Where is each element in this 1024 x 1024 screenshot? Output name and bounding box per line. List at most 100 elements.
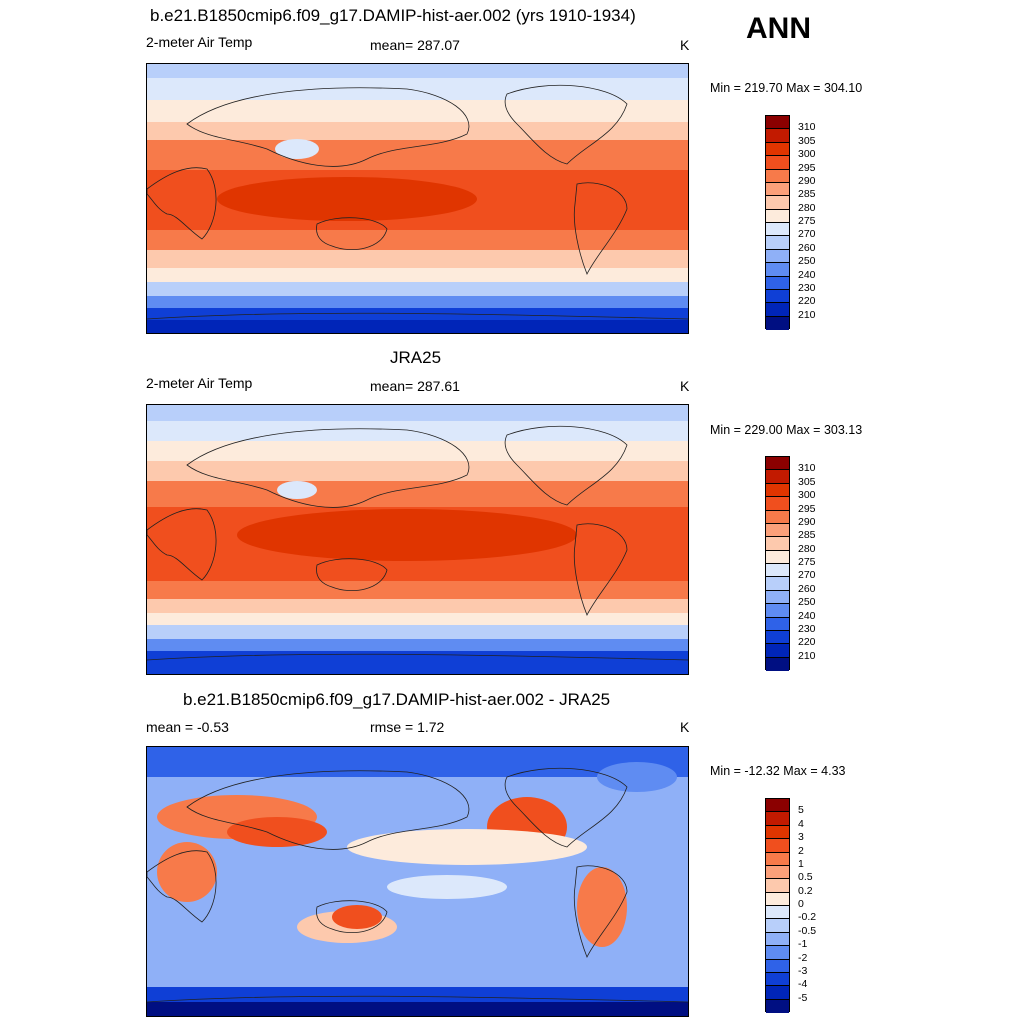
colorbar-swatch <box>766 497 789 511</box>
colorbar-tick-label: 295 <box>798 161 816 174</box>
panel3-map <box>146 746 689 1017</box>
panel2-colorbar <box>765 456 790 671</box>
colorbar-swatch <box>766 644 789 658</box>
colorbar-tick-label: 250 <box>798 596 816 609</box>
colorbar-tick-label: 305 <box>798 134 816 147</box>
season-label: ANN <box>746 12 811 45</box>
colorbar-swatch <box>766 906 789 920</box>
panel2-mean-label: mean= 287.61 <box>370 378 460 394</box>
colorbar-tick-label: 230 <box>798 622 816 635</box>
colorbar-tick-label: -3 <box>798 964 808 977</box>
panel1-units-label: K <box>680 37 690 53</box>
colorbar-swatch <box>766 879 789 893</box>
panel1-variable-label: 2-meter Air Temp <box>146 34 253 50</box>
colorbar-tick-label: 280 <box>798 542 816 555</box>
colorbar-swatch <box>766 657 789 671</box>
colorbar-swatch <box>766 604 789 618</box>
colorbar-tick-label: 2 <box>798 844 804 857</box>
colorbar-tick-label: 4 <box>798 817 804 830</box>
panel1-mean-label: mean= 287.07 <box>370 37 460 53</box>
colorbar-swatch <box>766 182 789 197</box>
colorbar-tick-label: 285 <box>798 529 816 542</box>
colorbar-swatch <box>766 617 789 631</box>
colorbar-swatch <box>766 223 789 237</box>
panel3-units-label: K <box>680 719 690 735</box>
colorbar-swatch <box>766 209 789 223</box>
colorbar-swatch <box>766 839 789 853</box>
colorbar-swatch <box>766 799 789 813</box>
panel2-minmax: Min = 229.00 Max = 303.13 <box>710 423 863 437</box>
colorbar-tick-label: 230 <box>798 281 816 294</box>
colorbar-swatch <box>766 169 789 183</box>
colorbar-swatch <box>766 537 789 551</box>
colorbar-tick-label: 305 <box>798 475 816 488</box>
colorbar-swatch <box>766 316 789 330</box>
colorbar-tick-label: 310 <box>798 462 816 475</box>
panel1-minmax: Min = 219.70 Max = 304.10 <box>710 81 863 95</box>
colorbar-tick-label: 275 <box>798 556 816 568</box>
colorbar-swatch <box>766 812 789 826</box>
colorbar-swatch <box>766 946 789 960</box>
colorbar-tick-label: -5 <box>798 991 808 1004</box>
colorbar-tick-label: 275 <box>798 215 816 227</box>
colorbar-tick-label: 0.5 <box>798 871 813 884</box>
colorbar-tick-label: 5 <box>798 804 804 817</box>
colorbar-swatch <box>766 303 789 317</box>
colorbar-swatch <box>766 483 789 498</box>
colorbar-tick-label: 290 <box>798 174 816 187</box>
colorbar-swatch <box>766 550 789 564</box>
colorbar-swatch <box>766 129 789 143</box>
colorbar-tick-label: 3 <box>798 831 804 844</box>
colorbar-swatch <box>766 156 789 170</box>
colorbar-tick-label: 285 <box>798 188 816 201</box>
colorbar-tick-label: -4 <box>798 978 808 991</box>
colorbar-tick-label: 220 <box>798 636 816 649</box>
colorbar-swatch <box>766 289 789 304</box>
colorbar-tick-label: 310 <box>798 121 816 134</box>
colorbar-swatch <box>766 825 789 840</box>
colorbar-swatch <box>766 263 789 277</box>
panel2-title: JRA25 <box>390 348 442 367</box>
colorbar-tick-label: 290 <box>798 515 816 528</box>
colorbar-swatch <box>766 865 789 880</box>
panel2-units-label: K <box>680 378 690 394</box>
colorbar-tick-label: 280 <box>798 201 816 214</box>
colorbar-tick-label: 0.2 <box>798 884 813 897</box>
colorbar-swatch <box>766 852 789 866</box>
colorbar-tick-label: 260 <box>798 241 816 254</box>
colorbar-tick-label: 260 <box>798 582 816 595</box>
panel2-variable-label: 2-meter Air Temp <box>146 375 253 391</box>
colorbar-tick-label: 220 <box>798 295 816 308</box>
colorbar-swatch <box>766 972 789 987</box>
colorbar-tick-label: 270 <box>798 569 816 582</box>
colorbar-swatch <box>766 236 789 250</box>
panel3-colorbar <box>765 798 790 1013</box>
colorbar-swatch <box>766 196 789 210</box>
colorbar-tick-label: 250 <box>798 255 816 268</box>
colorbar-tick-label: 0 <box>798 898 804 910</box>
panel1-title: b.e21.B1850cmip6.f09_g17.DAMIP-hist-aer.… <box>150 6 636 25</box>
colorbar-tick-label: 270 <box>798 228 816 241</box>
colorbar-swatch <box>766 590 789 605</box>
colorbar-tick-label: 240 <box>798 268 816 281</box>
colorbar-tick-label: -2 <box>798 951 808 964</box>
colorbar-swatch <box>766 142 789 157</box>
colorbar-tick-label: -0.5 <box>798 924 817 937</box>
colorbar-swatch <box>766 276 789 290</box>
colorbar-swatch <box>766 892 789 906</box>
panel3-minmax: Min = -12.32 Max = 4.33 <box>710 764 846 778</box>
panel3-mean-label: mean = -0.53 <box>146 719 229 735</box>
colorbar-swatch <box>766 999 789 1013</box>
panel2-map <box>146 404 689 675</box>
colorbar-tick-label: 295 <box>798 502 816 515</box>
colorbar-swatch <box>766 457 789 471</box>
panel1-colorbar <box>765 115 790 330</box>
panel3-rmse-label: rmse = 1.72 <box>370 719 445 735</box>
colorbar-tick-label: 300 <box>798 148 816 161</box>
colorbar-tick-label: -1 <box>798 938 808 951</box>
colorbar-tick-label: -0.2 <box>798 911 817 924</box>
colorbar-swatch <box>766 249 789 264</box>
colorbar-tick-label: 240 <box>798 609 816 622</box>
colorbar-swatch <box>766 470 789 484</box>
colorbar-tick-label: 210 <box>798 649 816 662</box>
